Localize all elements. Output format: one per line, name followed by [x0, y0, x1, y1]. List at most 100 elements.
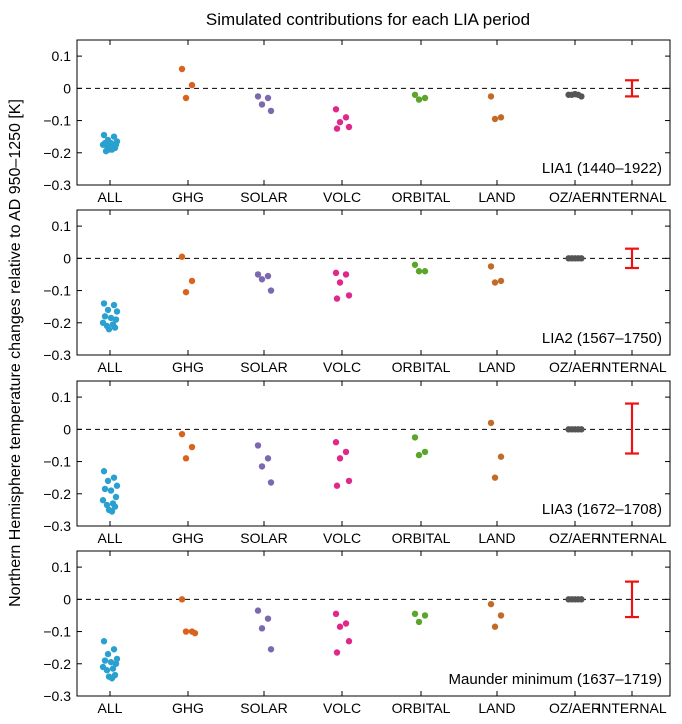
panel-frame	[76, 550, 671, 697]
data-point-oz-aer	[578, 255, 585, 262]
x-tick-label: ORBITAL	[392, 359, 451, 375]
y-tick-label: 0.1	[52, 559, 72, 575]
data-point-all	[100, 300, 108, 307]
data-point-all	[107, 314, 115, 322]
data-point-ghg	[178, 253, 186, 260]
x-tick-label: SOLAR	[240, 359, 287, 375]
x-tick-label: SOLAR	[240, 530, 287, 546]
data-point-solar	[258, 276, 266, 283]
data-point-ghg	[178, 596, 186, 603]
y-tick-label: 0.1	[52, 389, 72, 405]
x-tick-label: INTERNAL	[597, 530, 666, 546]
x-tick-label: OZ/AER	[549, 700, 601, 716]
data-point-volc	[336, 279, 344, 286]
data-point-orbital	[421, 94, 429, 102]
data-point-solar	[264, 615, 272, 622]
data-point-orbital	[415, 268, 423, 275]
data-point-all	[103, 501, 111, 509]
data-point-ghg	[188, 81, 196, 89]
data-point-oz-aer	[578, 426, 585, 433]
data-point-land	[491, 115, 499, 123]
data-point-land	[487, 419, 495, 427]
data-point-all	[113, 308, 121, 315]
x-tick-label: SOLAR	[240, 189, 287, 205]
y-axis-label: Northern Hemisphere temperature changes …	[7, 99, 24, 607]
data-point-volc	[345, 123, 353, 131]
data-point-orbital	[415, 451, 423, 459]
data-point-solar	[258, 101, 266, 108]
y-tick-label: −0.2	[43, 486, 71, 502]
data-point-volc	[345, 477, 353, 485]
x-tick-label: LAND	[478, 359, 515, 375]
data-point-orbital	[411, 434, 419, 441]
data-point-ghg	[178, 65, 186, 73]
y-tick-label: 0	[63, 250, 71, 266]
panel-label: Maunder minimum (1637–1719)	[449, 671, 662, 688]
data-point-all	[101, 485, 109, 493]
data-point-solar	[254, 271, 262, 278]
y-tick-label: 0	[63, 591, 71, 607]
data-point-orbital	[411, 261, 419, 268]
x-tick-label: ORBITAL	[392, 700, 451, 716]
panel-label: LIA1 (1440–1922)	[542, 160, 662, 177]
data-point-solar	[267, 107, 275, 115]
x-tick-label: INTERNAL	[597, 189, 666, 205]
x-tick-label: INTERNAL	[597, 359, 666, 375]
y-tick-label: −0.2	[43, 315, 71, 331]
x-tick-label: OZ/AER	[549, 189, 601, 205]
data-point-orbital	[415, 96, 423, 103]
data-point-volc	[336, 455, 344, 462]
data-point-solar	[258, 463, 266, 470]
data-point-all	[108, 675, 116, 682]
data-point-orbital	[415, 618, 423, 626]
x-tick-label: LAND	[478, 530, 515, 546]
data-point-all	[111, 503, 119, 510]
data-point-volc	[342, 448, 350, 456]
y-tick-label: −0.1	[43, 624, 71, 640]
data-point-land	[491, 279, 499, 286]
data-point-all	[110, 133, 118, 140]
data-point-orbital	[411, 610, 419, 618]
x-tick-label: VOLC	[323, 700, 361, 716]
x-tick-label: VOLC	[323, 189, 361, 205]
data-point-ghg	[188, 277, 196, 285]
data-point-volc	[333, 125, 341, 132]
data-point-ghg	[178, 430, 186, 438]
x-tick-label: GHG	[172, 359, 204, 375]
data-point-solar	[254, 607, 262, 614]
data-point-land	[497, 612, 505, 619]
data-point-solar	[267, 646, 275, 653]
x-tick-label: ALL	[98, 189, 123, 205]
panel-2: 0.1 0 −0.1 −0.2 −0.3 ALL GHG SOLAR VOLC ORBITAL LA…	[43, 209, 671, 375]
x-tick-label: SOLAR	[240, 700, 287, 716]
data-point-all	[107, 487, 115, 494]
data-point-land	[487, 263, 495, 270]
panel-label: LIA2 (1567–1750)	[542, 330, 662, 347]
data-point-ghg	[182, 94, 190, 102]
panel-label: LIA3 (1672–1708)	[542, 501, 662, 518]
data-point-all	[109, 665, 117, 672]
panel-3: 0.1 0 −0.1 −0.2 −0.3 ALL GHG SOLAR VOLC ORBITAL LA…	[43, 380, 671, 546]
y-tick-label: 0.1	[52, 218, 72, 234]
data-point-solar	[267, 479, 275, 486]
data-point-all	[113, 482, 121, 489]
data-point-all	[103, 667, 111, 674]
x-tick-label: LAND	[478, 189, 515, 205]
data-point-all	[108, 508, 116, 515]
panel-frame	[76, 380, 671, 527]
data-point-all	[110, 646, 118, 653]
x-tick-label: ORBITAL	[392, 189, 451, 205]
panel-4: 0.1 0 −0.1 −0.2 −0.3 ALL GHG SOLAR VOLC ORBITAL LA…	[43, 550, 671, 716]
data-point-all	[105, 326, 113, 333]
y-tick-label: −0.1	[43, 454, 71, 470]
data-point-volc	[332, 439, 340, 446]
y-tick-label: −0.1	[43, 283, 71, 299]
data-point-land	[497, 277, 505, 285]
data-point-volc	[342, 114, 350, 121]
x-tick-label: GHG	[172, 530, 204, 546]
data-point-all	[100, 131, 108, 139]
y-tick-label: 0	[63, 421, 71, 437]
x-tick-label: ORBITAL	[392, 530, 451, 546]
data-point-ghg	[188, 443, 196, 451]
